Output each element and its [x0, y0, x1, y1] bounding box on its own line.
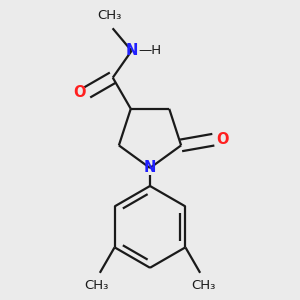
- Text: CH₃: CH₃: [84, 279, 109, 292]
- Text: O: O: [216, 132, 229, 147]
- Text: N: N: [125, 43, 138, 58]
- Text: N: N: [144, 160, 156, 175]
- Text: O: O: [73, 85, 85, 100]
- Text: CH₃: CH₃: [97, 9, 122, 22]
- Text: CH₃: CH₃: [191, 279, 216, 292]
- Text: —H: —H: [138, 44, 161, 57]
